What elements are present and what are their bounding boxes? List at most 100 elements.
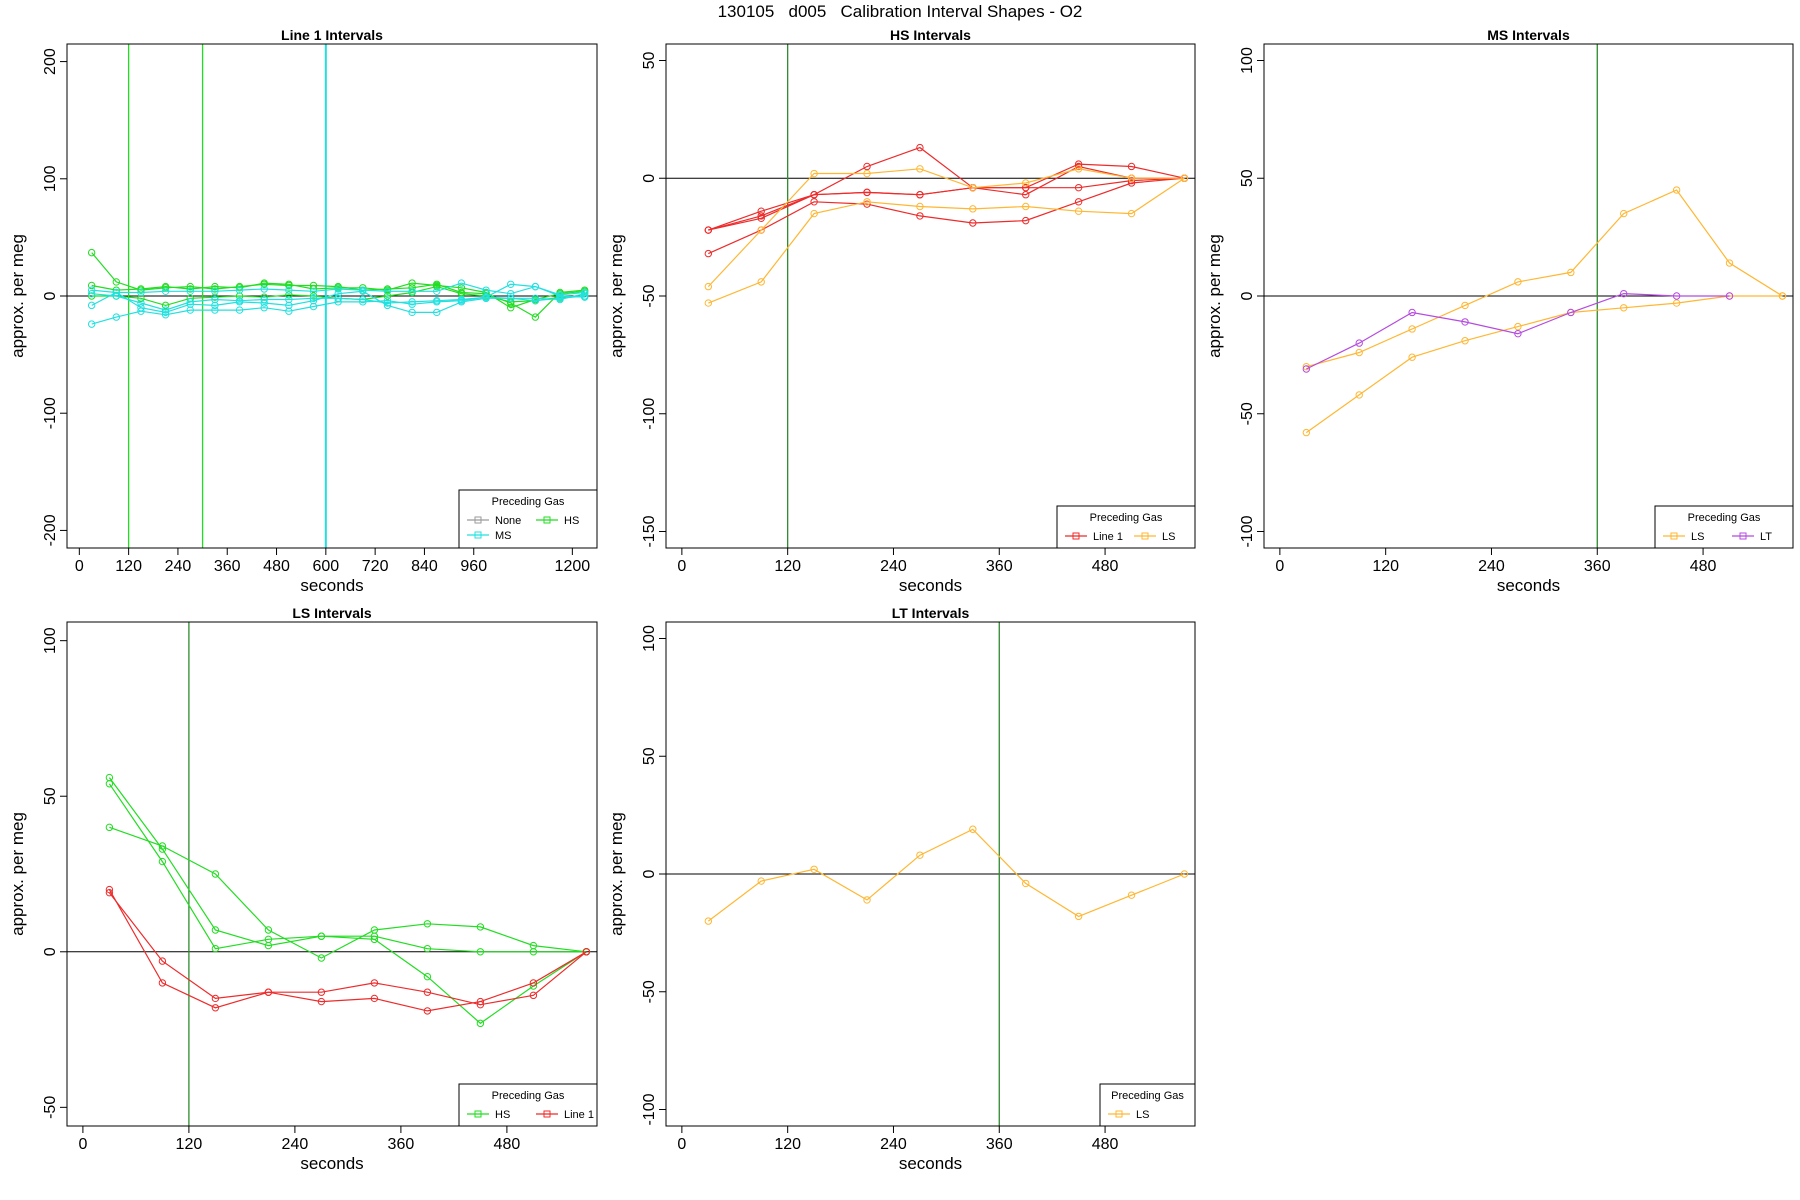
data-point [757,207,765,215]
data-point [260,285,268,293]
data-point [482,286,490,294]
legend-swatch-marker [543,516,551,524]
data-point [408,300,416,308]
data-point [211,293,219,301]
y-tick-label: 50 [42,787,59,805]
x-tick-label: 360 [1584,558,1611,575]
data-point [457,284,466,292]
data-point [112,286,121,294]
data-point [186,300,194,308]
data-point [105,773,114,782]
panel-title: LT Intervals [892,605,970,621]
series-line-1 [105,888,591,1015]
data-point [161,306,170,314]
data-point [863,188,871,197]
chart-panel-3: MS Intervals 0 120 240 360 480 -100 -50 0 50 100 se… [1205,27,1794,595]
data-point [309,287,318,296]
x-tick-label: 480 [1092,1136,1119,1153]
data-point [1567,268,1575,277]
data-point [235,286,244,294]
legend-box [458,1083,598,1127]
data-point [757,877,765,885]
data-point [1620,304,1628,312]
data-point [211,282,219,291]
legend-entry-label: Line 1 [564,1109,594,1121]
y-tick-label: 100 [641,625,658,652]
x-tick-label: 120 [176,1136,203,1153]
chart-panel-4: LS Intervals 0 120 240 360 480 -50 0 50 100 second… [8,605,598,1173]
y-tick-label: 200 [42,48,59,75]
data-point [408,279,416,287]
y-tick-label: 0 [1239,291,1256,300]
y-tick-label: 50 [641,747,658,765]
data-point [556,291,564,299]
legend-entry-label: LS [1691,531,1704,543]
x-tick-label: 0 [677,558,686,575]
data-point [1022,879,1030,888]
data-point [1461,318,1469,326]
data-point [507,280,515,288]
data-point [211,1004,220,1012]
x-tick-label: 360 [214,558,241,575]
data-point [531,294,540,303]
series-line [109,826,587,959]
data-point [423,988,432,996]
legend: Preceding Gas None HS MS [458,489,598,549]
legend-swatch-marker [474,1110,482,1118]
data-point [285,286,293,294]
chart-panel-2: HS Intervals 0 120 240 360 480 -150 -100 -50 0 50 s… [607,27,1196,595]
data-point [383,299,392,307]
data-point [1074,198,1083,206]
data-point [1022,179,1030,187]
data-point [211,285,219,293]
x-axis-label: seconds [1497,576,1560,595]
legend-entry-label: LS [1136,1109,1149,1121]
series-line [1305,295,1783,434]
y-tick-label: -150 [641,515,658,547]
data-point [1302,365,1311,373]
data-point [969,825,977,833]
data-point [507,304,515,312]
series-line [91,293,585,311]
series-line-1 [704,174,1189,234]
data-point [285,301,293,310]
data-point [863,162,871,171]
data-point [211,926,220,934]
data-point [916,851,924,859]
series-ls [704,165,1189,291]
y-tick-label: 100 [42,627,59,654]
data-point [1180,870,1189,878]
data-point [916,202,924,211]
data-point [105,780,114,788]
data-point [757,278,765,286]
data-point [810,209,818,218]
data-point [433,282,441,291]
data-point [1127,162,1136,171]
y-tick-label: -50 [641,284,658,307]
data-point [423,1007,432,1015]
data-point [334,294,342,303]
data-point [370,994,379,1003]
data-point [1514,322,1522,331]
data-point [1074,183,1083,192]
data-point [476,923,485,931]
data-point [317,988,326,996]
data-point [704,299,713,307]
y-axis-label: approx. per meg [607,234,626,358]
data-point [186,282,194,291]
legend-entry-label: Line 1 [1093,531,1123,543]
legend: Preceding Gas LS LT [1654,505,1794,549]
data-point [969,219,977,227]
data-point [1302,428,1311,437]
series-hs [105,823,591,962]
x-tick-label: 0 [75,558,84,575]
x-tick-label: 720 [362,558,389,575]
legend-title: Preceding Gas [492,1090,565,1102]
data-point [433,308,441,317]
data-point [1074,207,1083,215]
data-point [334,285,342,293]
x-tick-label: 0 [78,1136,87,1153]
data-point [161,301,170,310]
series-ls [704,174,1189,307]
